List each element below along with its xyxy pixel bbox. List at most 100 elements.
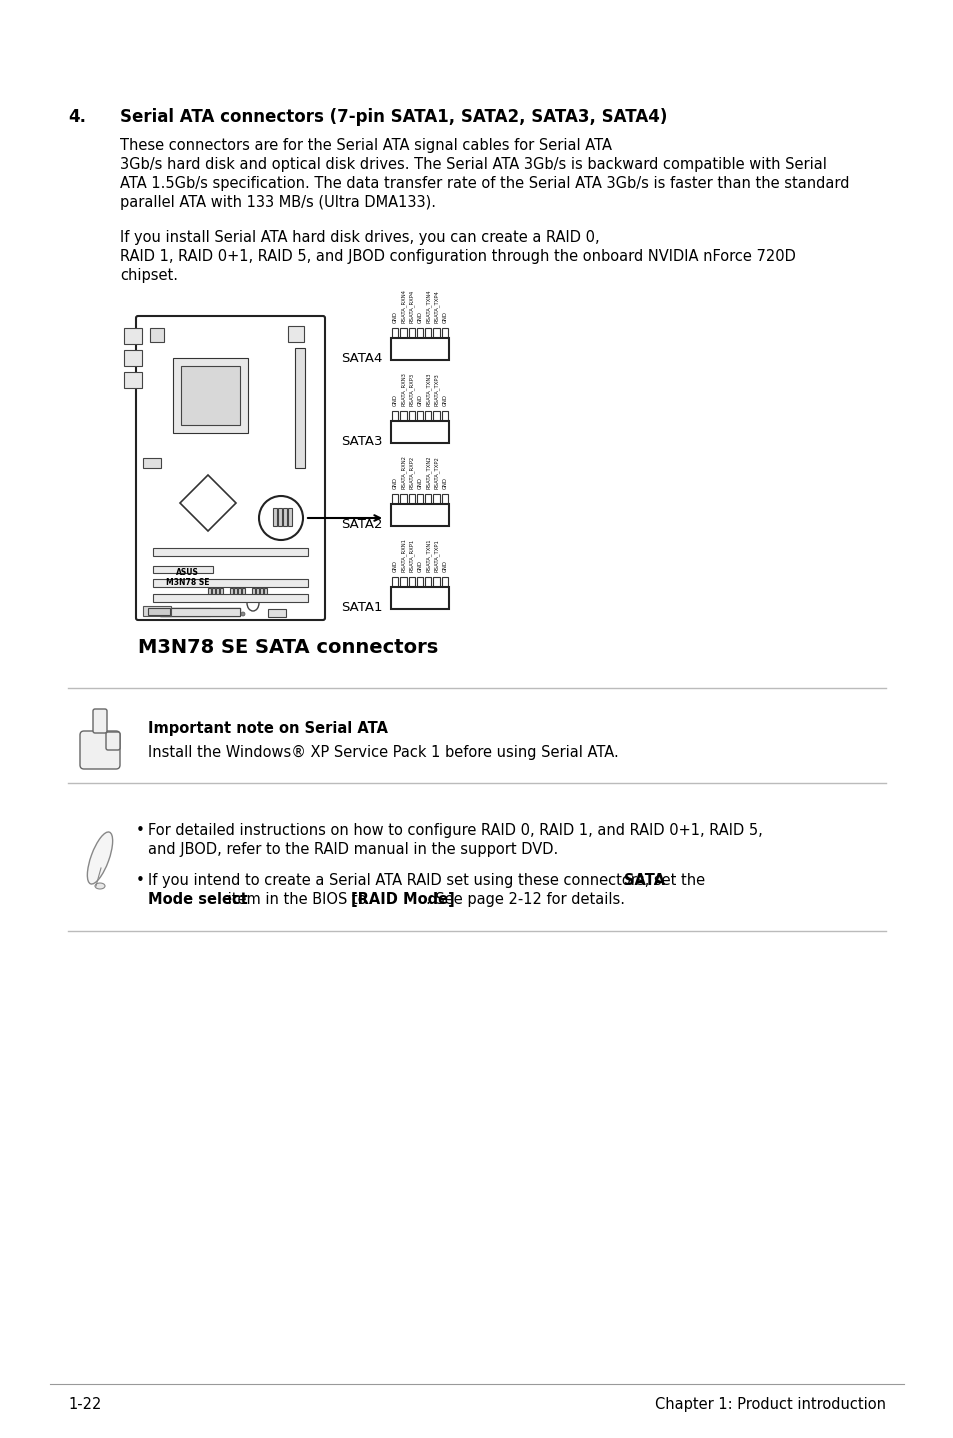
Bar — [143, 457, 161, 467]
Bar — [392, 328, 397, 338]
Text: RSATA_RXP1: RSATA_RXP1 — [409, 539, 415, 572]
Text: . See page 2-12 for details.: . See page 2-12 for details. — [425, 892, 624, 907]
Bar — [264, 588, 267, 595]
Text: 1-22: 1-22 — [68, 1396, 101, 1412]
Bar — [124, 372, 142, 388]
Bar — [160, 608, 240, 615]
Bar — [160, 608, 210, 615]
Text: GND: GND — [393, 311, 397, 324]
Bar — [425, 411, 431, 421]
Bar — [220, 588, 223, 595]
Text: These connectors are for the Serial ATA signal cables for Serial ATA: These connectors are for the Serial ATA … — [120, 138, 612, 152]
Bar — [392, 577, 397, 587]
Text: RSATA_TXN3: RSATA_TXN3 — [425, 372, 431, 406]
Text: ATA 1.5Gb/s specification. The data transfer rate of the Serial ATA 3Gb/s is fas: ATA 1.5Gb/s specification. The data tran… — [120, 175, 848, 191]
Text: RSATA_RXN4: RSATA_RXN4 — [400, 289, 406, 324]
Bar — [391, 421, 449, 443]
Bar — [215, 588, 219, 595]
Text: GND: GND — [442, 311, 447, 324]
Bar — [416, 495, 423, 503]
Bar — [400, 495, 406, 503]
FancyBboxPatch shape — [92, 709, 107, 733]
Text: RSATA_RXN3: RSATA_RXN3 — [400, 372, 406, 406]
Bar — [152, 580, 308, 587]
Bar — [392, 495, 397, 503]
Text: RSATA_TXP1: RSATA_TXP1 — [434, 539, 439, 572]
Text: •: • — [136, 823, 145, 838]
Text: GND: GND — [393, 394, 397, 406]
Ellipse shape — [88, 833, 112, 884]
Bar — [148, 608, 170, 615]
Bar — [425, 328, 431, 338]
Text: GND: GND — [417, 311, 422, 324]
Text: Chapter 1: Product introduction: Chapter 1: Product introduction — [655, 1396, 885, 1412]
Bar — [408, 577, 415, 587]
Text: RSATA_RXP2: RSATA_RXP2 — [409, 456, 415, 489]
Text: If you intend to create a Serial ATA RAID set using these connectors, set the: If you intend to create a Serial ATA RAI… — [148, 873, 709, 889]
Text: RSATA_RXN1: RSATA_RXN1 — [400, 538, 406, 572]
Circle shape — [241, 613, 245, 615]
Text: GND: GND — [442, 394, 447, 406]
Text: M3N78 SE SATA connectors: M3N78 SE SATA connectors — [138, 638, 437, 657]
Bar — [400, 577, 406, 587]
Text: RSATA_TXP4: RSATA_TXP4 — [434, 290, 439, 324]
Bar — [425, 495, 431, 503]
Bar — [160, 608, 240, 615]
Bar — [391, 503, 449, 526]
Bar — [433, 328, 439, 338]
Bar — [416, 577, 423, 587]
Bar — [283, 508, 287, 526]
Text: M3N78 SE: M3N78 SE — [166, 578, 210, 587]
Bar — [273, 508, 276, 526]
Text: RSATA_RXP3: RSATA_RXP3 — [409, 372, 415, 406]
Text: and JBOD, refer to the RAID manual in the support DVD.: and JBOD, refer to the RAID manual in th… — [148, 843, 558, 857]
Bar — [433, 411, 439, 421]
Bar — [400, 411, 406, 421]
Bar — [277, 508, 282, 526]
Text: If you install Serial ATA hard disk drives, you can create a RAID 0,: If you install Serial ATA hard disk driv… — [120, 230, 599, 244]
Text: SATA2: SATA2 — [341, 518, 382, 531]
Bar — [441, 411, 448, 421]
Text: ASUS: ASUS — [175, 568, 198, 577]
Text: 3Gb/s hard disk and optical disk drives. The Serial ATA 3Gb/s is backward compat: 3Gb/s hard disk and optical disk drives.… — [120, 157, 826, 173]
Bar — [433, 495, 439, 503]
Text: RAID 1, RAID 0+1, RAID 5, and JBOD configuration through the onboard NVIDIA nFor: RAID 1, RAID 0+1, RAID 5, and JBOD confi… — [120, 249, 795, 265]
Bar — [268, 610, 286, 617]
Bar — [288, 508, 292, 526]
Bar — [152, 548, 308, 557]
Text: parallel ATA with 133 MB/s (Ultra DMA133).: parallel ATA with 133 MB/s (Ultra DMA133… — [120, 196, 436, 210]
Bar — [260, 588, 263, 595]
Bar — [391, 338, 449, 360]
Text: RSATA_TXP2: RSATA_TXP2 — [434, 456, 439, 489]
Bar — [237, 588, 241, 595]
Bar — [230, 588, 233, 595]
Text: GND: GND — [393, 477, 397, 489]
Text: RSATA_RXN2: RSATA_RXN2 — [400, 454, 406, 489]
Ellipse shape — [247, 595, 258, 611]
Text: Important note on Serial ATA: Important note on Serial ATA — [148, 720, 388, 736]
Bar — [392, 411, 397, 421]
Bar — [441, 577, 448, 587]
Text: Install the Windows® XP Service Pack 1 before using Serial ATA.: Install the Windows® XP Service Pack 1 b… — [148, 745, 618, 761]
Polygon shape — [180, 475, 235, 531]
Bar — [181, 367, 240, 426]
Text: Serial ATA connectors (7-pin SATA1, SATA2, SATA3, SATA4): Serial ATA connectors (7-pin SATA1, SATA… — [120, 108, 667, 127]
Bar — [152, 567, 213, 572]
Bar — [408, 495, 415, 503]
Bar — [425, 577, 431, 587]
Bar — [441, 495, 448, 503]
Ellipse shape — [95, 883, 105, 889]
Text: RSATA_TXN1: RSATA_TXN1 — [425, 538, 431, 572]
Text: GND: GND — [417, 477, 422, 489]
Text: item in the BIOS to: item in the BIOS to — [223, 892, 371, 907]
Bar — [433, 577, 439, 587]
Text: GND: GND — [393, 561, 397, 572]
Bar — [124, 349, 142, 367]
Bar — [208, 588, 211, 595]
Text: GND: GND — [417, 394, 422, 406]
Text: Mode select: Mode select — [148, 892, 248, 907]
Text: RSATA_TXP3: RSATA_TXP3 — [434, 374, 439, 406]
Text: RSATA_TXN2: RSATA_TXN2 — [425, 456, 431, 489]
Bar — [416, 411, 423, 421]
Bar — [294, 348, 305, 467]
